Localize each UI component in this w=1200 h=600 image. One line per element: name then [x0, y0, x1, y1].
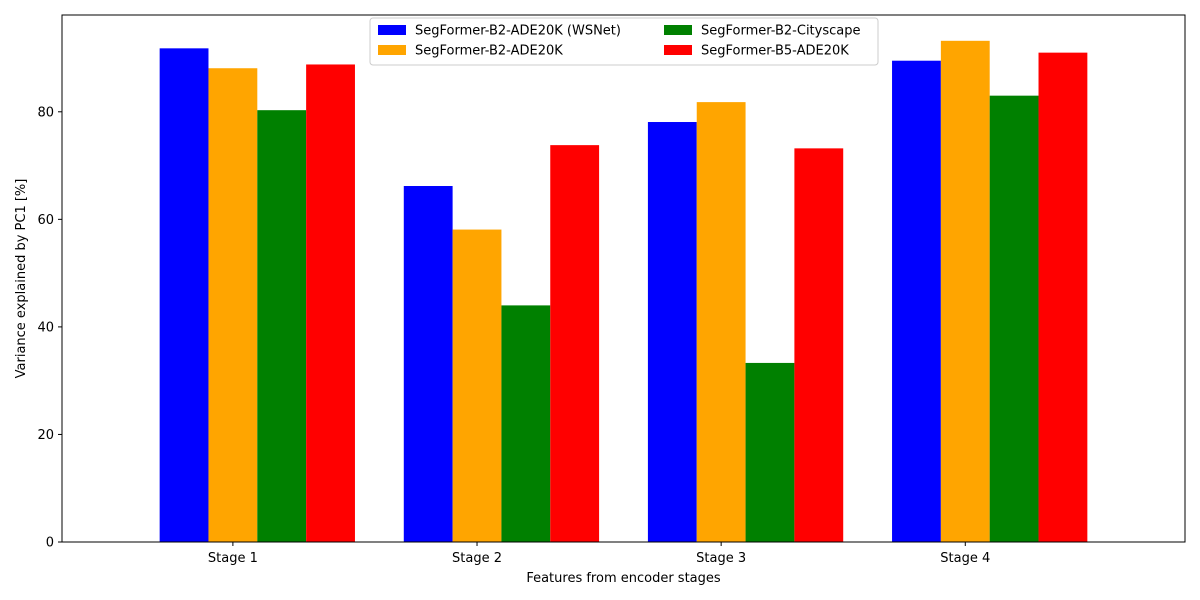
x-axis-label: Features from encoder stages	[526, 571, 721, 586]
bar-2-1	[208, 68, 258, 542]
x-tick-label: Stage 1	[208, 551, 258, 566]
bar-3-1	[257, 110, 307, 543]
x-tick-label: Stage 4	[940, 551, 990, 566]
legend-entry-label: SegFormer-B2-ADE20K (WSNet)	[415, 24, 621, 39]
bar-2-3	[696, 102, 746, 542]
legend-box	[369, 17, 879, 66]
bar-4-4	[1038, 52, 1088, 543]
x-tick-label: Stage 2	[452, 551, 502, 566]
plot-frame	[61, 14, 1186, 543]
bar-1-1	[159, 48, 209, 542]
legend-swatch	[378, 45, 406, 55]
bar-4-2	[550, 145, 600, 543]
legend-entry-label: SegFormer-B5-ADE20K	[701, 44, 849, 59]
legend-entry-label: SegFormer-B2-Cityscape	[701, 24, 861, 39]
bar-3-4	[989, 95, 1039, 542]
y-tick-label: 80	[37, 105, 54, 120]
x-axis: Stage 1 Stage 2 Stage 3 Stage 4	[208, 542, 990, 566]
y-axis: 0 20 40 60 80	[37, 105, 62, 551]
bar-4-1	[306, 64, 355, 542]
x-tick-label: Stage 3	[696, 551, 746, 566]
bar-1-4	[892, 60, 941, 543]
y-tick-label: 20	[37, 428, 54, 443]
bar-1-3	[647, 122, 697, 542]
bar-3-2	[501, 305, 551, 542]
y-axis-label: Variance explained by PC1 [%]	[14, 179, 29, 379]
legend-swatch	[664, 45, 692, 55]
bar-3-3	[745, 362, 795, 542]
y-tick-label: 40	[37, 320, 54, 335]
bar-4-3	[794, 148, 844, 542]
legend-swatch	[378, 25, 406, 35]
y-tick-label: 60	[37, 213, 54, 228]
legend-swatch	[664, 25, 692, 35]
bar-2-4	[940, 40, 990, 542]
bars-layer	[159, 40, 1088, 543]
y-tick-label: 0	[46, 536, 54, 551]
legend: SegFormer-B2-ADE20K (WSNet) SegFormer-B2-…	[369, 17, 879, 66]
bar-2-2	[452, 229, 502, 543]
legend-entry-label: SegFormer-B2-ADE20K	[415, 44, 563, 59]
bar-1-2	[403, 186, 453, 543]
